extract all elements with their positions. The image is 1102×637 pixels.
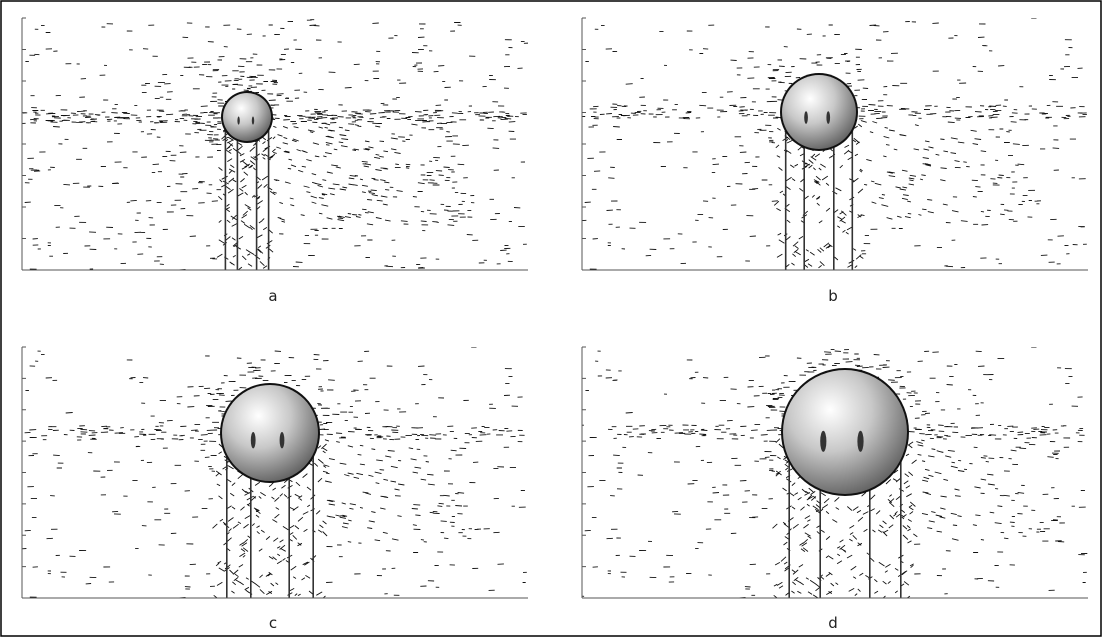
panel-label: c [269, 614, 277, 632]
sphere-slot [857, 430, 864, 452]
panel: b [581, 17, 1088, 305]
panel-label: b [828, 287, 838, 305]
panel: d [581, 346, 1088, 632]
sphere-slot [251, 116, 255, 125]
sphere [782, 75, 856, 149]
vector-field [582, 347, 1088, 598]
sphere-slot [237, 116, 240, 125]
sphere-slot [826, 111, 831, 124]
sphere-slot [250, 432, 256, 449]
sphere [222, 385, 318, 481]
panel: c [21, 346, 528, 632]
sphere-slot [820, 430, 827, 452]
panel-label: d [828, 614, 838, 632]
panel: a [21, 17, 528, 305]
sphere [783, 370, 907, 494]
sphere-slot [804, 111, 808, 124]
sphere [223, 93, 271, 141]
panel-label: a [268, 287, 277, 305]
sphere-slot [279, 432, 285, 449]
